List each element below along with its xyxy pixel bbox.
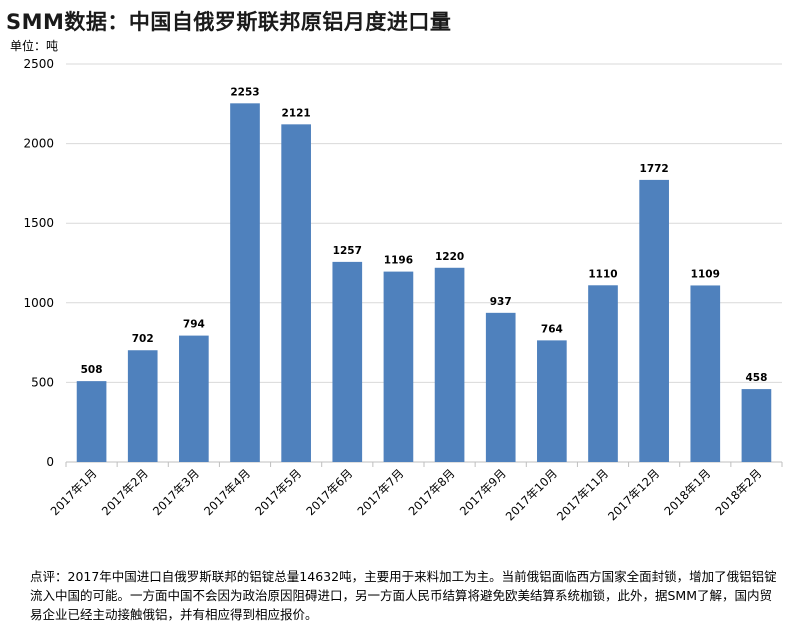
x-tick-label: 2017年6月 [303,466,355,518]
data-label: 937 [490,296,512,308]
y-tick-label: 1500 [23,216,54,230]
data-label: 1109 [691,268,720,280]
data-label: 458 [745,372,767,384]
x-tick-label: 2017年10月 [503,466,560,523]
bar [690,285,721,462]
bar [127,350,158,462]
bar-chart: 0 500 1000 1500 2000 2500 508 2017年1月 702 2017年2月… [23,57,783,523]
x-tick-label: 2018年2月 [713,466,765,518]
y-tick-label: 2000 [23,137,54,151]
chart-title: SMM数据：中国自俄罗斯联邦原铝月度进口量 [6,10,452,34]
data-label: 1110 [588,268,617,280]
bar [281,124,311,463]
data-label: 1772 [640,163,669,175]
unit-label: 单位：吨 [10,39,59,53]
data-label: 2253 [230,86,259,98]
x-tick-label: 2017年4月 [201,466,253,518]
y-tick-label: 0 [46,455,54,469]
data-label: 702 [132,333,154,345]
data-label: 508 [81,364,103,376]
bar [588,285,618,462]
data-label: 794 [183,319,205,331]
x-tick-label: 2017年5月 [252,466,304,518]
bar [639,179,669,463]
bar [434,267,465,462]
x-tick-label: 2017年9月 [457,466,509,518]
bar [485,312,516,462]
data-label: 1257 [333,245,362,257]
data-label: 1196 [384,255,413,267]
commentary-text: 点评：2017年中国进口自俄罗斯联邦的铝锭总量14632吨，主要用于来料加工为主… [30,569,777,622]
x-tick-label: 2017年1月 [48,466,100,518]
bar [332,261,363,462]
data-label: 2121 [282,107,311,119]
y-tick-label: 1000 [23,296,54,310]
x-tick-label: 2017年8月 [406,466,458,518]
x-tick-label: 2018年1月 [661,466,713,518]
bar [230,103,260,463]
data-label: 1220 [435,251,464,263]
y-tick-label: 500 [31,375,54,389]
y-tick-label: 2500 [23,57,54,71]
x-tick-label: 2017年3月 [150,466,202,518]
bar [741,389,772,462]
bar [179,335,209,462]
bar [537,340,567,462]
x-tick-label: 2017年2月 [99,466,151,518]
x-tick-label: 2017年7月 [355,466,407,518]
data-label: 764 [541,323,563,335]
x-tick-label: 2017年12月 [605,466,662,523]
bar [76,381,107,462]
bar [383,271,414,462]
x-tick-label: 2017年11月 [554,466,611,523]
